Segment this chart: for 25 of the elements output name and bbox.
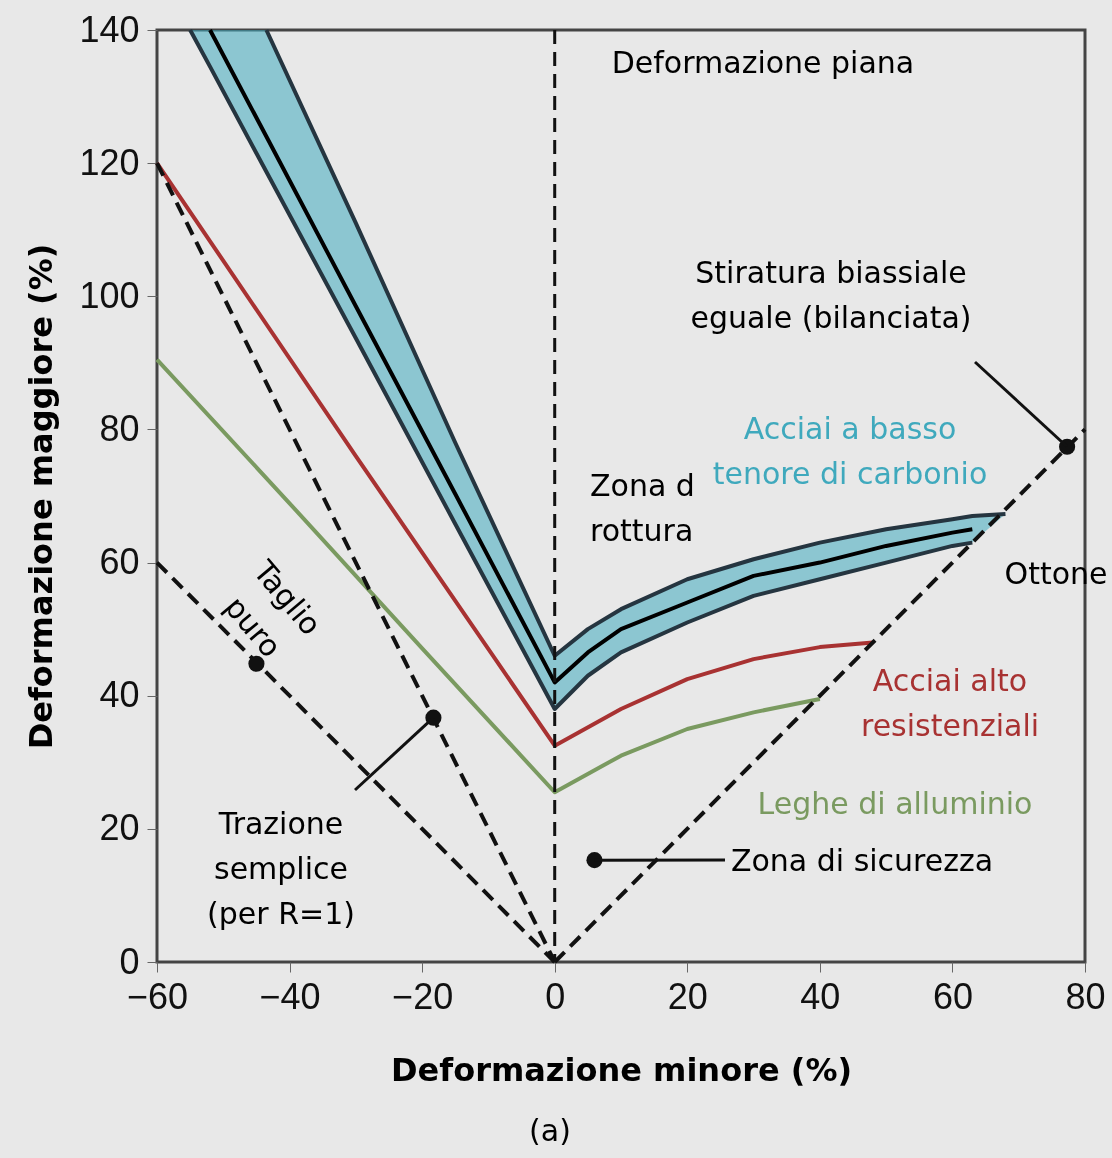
x-axis-title: Deformazione minore (%) (390, 1050, 853, 1089)
text: Leghe di alluminio (757, 786, 1033, 821)
x-tick-label: 60 (932, 975, 973, 1017)
ref-line-label: Deformazione piana (611, 45, 915, 80)
y-axis-title: Deformazione maggiore (%) (22, 243, 61, 750)
x-tick-label: −20 (392, 975, 454, 1017)
annotation: Zona di sicurezza (730, 843, 994, 878)
series-label: Acciai alto resistenziali (860, 663, 1040, 743)
annotation: Trazione semplice (per R=1) (207, 806, 355, 931)
annotation: Zona d rottura (590, 468, 695, 548)
y-tick-label: 40 (99, 674, 140, 716)
x-tick-label: −40 (259, 975, 321, 1017)
y-tick-label: 100 (79, 274, 140, 316)
y-tick-label: 80 (99, 407, 140, 449)
legend-label: Acciai a basso tenore di carbonio (712, 411, 988, 491)
y-tick-label: 60 (99, 541, 140, 583)
text: (a) (529, 1113, 571, 1148)
y-tick-label: 120 (79, 141, 140, 183)
x-tick-label: 0 (545, 975, 566, 1017)
y-tick-label: 20 (99, 807, 140, 849)
annotation: Stiratura biassiale eguale (bilanciata) (690, 255, 972, 335)
x-tick-label: 40 (800, 975, 841, 1017)
x-tick-label: 80 (1065, 975, 1106, 1017)
x-tick-label: 20 (667, 975, 708, 1017)
y-tick-label: 140 (79, 8, 140, 50)
